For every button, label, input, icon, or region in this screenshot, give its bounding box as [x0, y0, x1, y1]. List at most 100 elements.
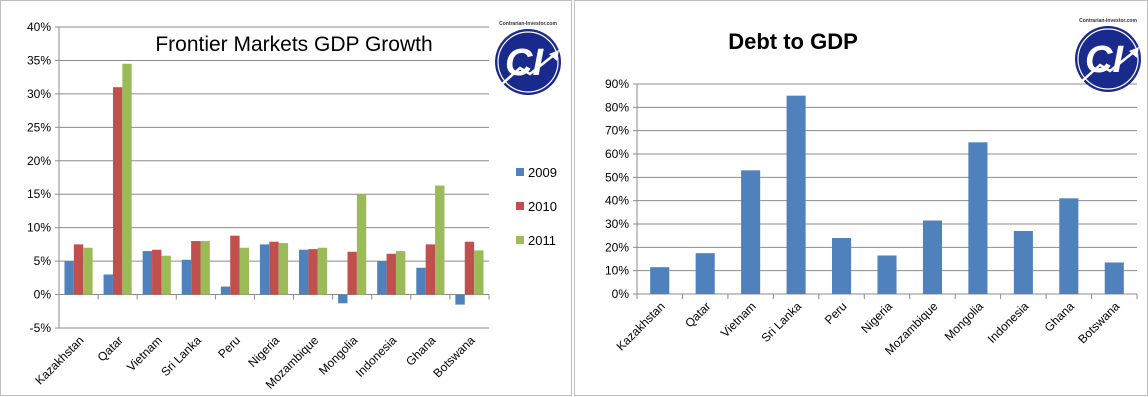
gdp-bar: [455, 294, 465, 305]
gdp-bar: [347, 251, 357, 295]
gdp-bar: [395, 251, 406, 295]
gdp-y-tick-label: 40%: [27, 20, 51, 34]
gdp-y-tick-label: 10%: [27, 221, 51, 235]
gdp-bar: [64, 261, 74, 295]
gdp-y-tick-label: 0%: [34, 288, 52, 302]
gdp-bar: [278, 243, 289, 295]
debt-y-tick-label: 50%: [605, 170, 629, 184]
debt-bar: [1013, 231, 1033, 294]
gdp-y-tick-label: 35%: [27, 53, 51, 67]
gdp-legend-swatch: [516, 236, 524, 244]
gdp-legend-label: 2010: [528, 199, 557, 214]
debt-x-tick-label: Kazakhstan: [614, 299, 668, 353]
debt-y-tick-label: 80%: [605, 100, 629, 114]
debt-to-gdp-chart: 0% 10% 20% 30% 40% 50% 60% 70% 80% 90% Kazakhstan Q…: [605, 18, 1141, 358]
debt-to-gdp-panel: 0% 10% 20% 30% 40% 50% 60% 70% 80% 90% Kazakhstan Q…: [574, 0, 1148, 396]
gdp-bar: [191, 241, 201, 295]
gdp-bar: [299, 249, 309, 295]
gdp-bar: [142, 251, 153, 295]
gdp-bar: [152, 249, 162, 295]
gdp-bar: [464, 241, 475, 295]
debt-x-tick-label: Vietnam: [718, 299, 759, 340]
debt-x-tick-label: Mongolia: [942, 299, 987, 344]
debt-title: Debt to GDP: [728, 29, 858, 54]
gdp-bar: [181, 259, 192, 295]
debt-y-tick-label: 60%: [605, 147, 629, 161]
gdp-bar: [425, 244, 436, 295]
debt-x-tick-label: Sri Lanka: [758, 299, 804, 345]
gdp-bar: [356, 194, 367, 295]
gdp-bar: [338, 294, 348, 304]
gdp-x-tick-label: Peru: [215, 333, 243, 361]
gdp-title: Frontier Markets GDP Growth: [155, 33, 432, 56]
debt-bar: [922, 220, 942, 294]
gdp-logo-ring: [497, 31, 559, 93]
gdp-y-tick-label: -5%: [30, 321, 52, 335]
debt-bar: [695, 253, 715, 294]
gdp-bar: [269, 241, 279, 295]
gdp-bar: [386, 253, 396, 295]
gdp-legend-swatch: [516, 168, 524, 176]
gdp-logo-circle: [495, 29, 561, 95]
gdp-x-tick-label: Ghana: [403, 333, 439, 369]
gdp-bar: [112, 87, 123, 295]
gdp-bar: [308, 249, 318, 295]
gdp-logo-arrow-line: [500, 53, 556, 86]
debt-logo-arrow-head: [1129, 47, 1139, 58]
debt-logo-circle: [1075, 26, 1141, 92]
gdp-x-tick-label: Indonesia: [353, 333, 400, 380]
gdp-legend-swatch: [516, 202, 524, 210]
gdp-logo-caption: Contrarian-Investor.com: [499, 21, 557, 27]
gdp-x-tick-label: Qatar: [95, 333, 126, 364]
gdp-bar: [103, 274, 113, 295]
gdp-y-tick-label: 5%: [34, 254, 52, 268]
gdp-bar: [230, 235, 240, 295]
gdp-x-tick-label: Botswana: [430, 333, 477, 380]
gdp-bar: [220, 286, 231, 295]
gdp-legend-label: 2011: [528, 233, 556, 248]
gdp-y-tick-label: 20%: [27, 154, 51, 168]
debt-bar: [741, 170, 761, 294]
debt-x-tick-label: Ghana: [1042, 299, 1078, 335]
debt-logo-arrow-line: [1080, 50, 1136, 83]
gdp-bar: [239, 247, 249, 295]
gdp-bar: [73, 244, 84, 295]
gdp-growth-panel: -5% 0% 5% 10% 15% 20% 25% 30% 35% 40% Kazakhstan Qa…: [0, 0, 572, 396]
gdp-bar: [83, 247, 93, 295]
debt-logo-ring: [1077, 28, 1139, 90]
gdp-bar: [377, 261, 387, 295]
debt-bar: [968, 142, 988, 294]
debt-bar: [1104, 262, 1124, 294]
gdp-y-tick-label: 30%: [27, 87, 51, 101]
debt-y-tick-label: 40%: [605, 194, 629, 208]
debt-x-tick-label: Qatar: [682, 299, 713, 330]
gdp-bar: [259, 244, 270, 295]
debt-bar: [877, 255, 897, 294]
gdp-logo-arrow-head: [549, 50, 559, 61]
debt-bar: [1059, 198, 1079, 294]
debt-x-tick-label: Peru: [822, 299, 850, 327]
debt-y-tick-label: 70%: [605, 124, 629, 138]
debt-x-tick-label: Botswana: [1075, 299, 1122, 346]
gdp-x-tick-label: Kazakhstan: [32, 333, 86, 387]
debt-bar: [650, 267, 670, 294]
gdp-y-tick-label: 15%: [27, 187, 51, 201]
gdp-x-tick-label: Nigeria: [245, 333, 282, 370]
debt-x-tick-label: Nigeria: [858, 299, 895, 336]
gdp-bar: [435, 185, 445, 295]
debt-logo-caption: Contrarian-Investor.com: [1079, 18, 1137, 24]
gdp-bar: [161, 255, 171, 295]
gdp-y-tick-label: 25%: [27, 120, 51, 134]
gdp-bar: [416, 267, 426, 295]
debt-y-tick-label: 20%: [605, 240, 629, 254]
debt-y-tick-label: 30%: [605, 217, 629, 231]
gdp-bar: [474, 250, 484, 295]
gdp-bar: [200, 241, 210, 295]
gdp-bar: [317, 247, 328, 295]
debt-y-tick-label: 0%: [612, 287, 630, 301]
gdp-bar: [122, 63, 132, 295]
debt-bar: [832, 238, 852, 294]
gdp-growth-chart: -5% 0% 5% 10% 15% 20% 25% 30% 35% 40% Kazakhstan Qa…: [27, 20, 561, 392]
debt-y-tick-label: 90%: [605, 77, 629, 91]
gdp-x-tick-label: Sri Lanka: [158, 333, 204, 379]
